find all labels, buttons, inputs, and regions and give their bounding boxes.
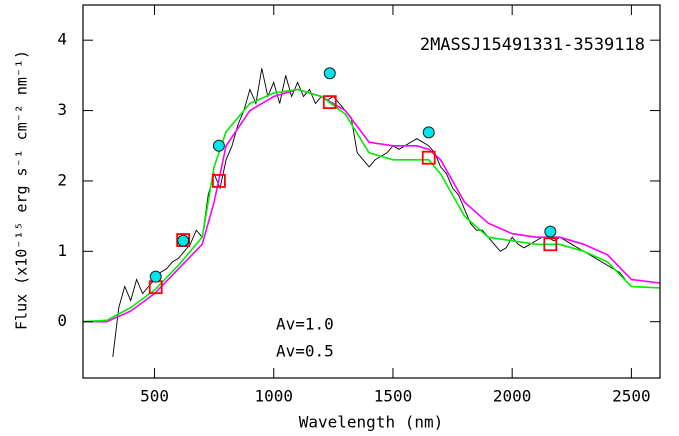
- y-tick-label: 0: [57, 311, 67, 330]
- axes-frame: [82, 4, 661, 379]
- photometry-point: [544, 225, 557, 238]
- photometry-point: [323, 67, 336, 80]
- spectrum-line: [83, 88, 660, 323]
- y-axis-label: Flux (x10⁻¹⁵ erg s⁻¹ cm⁻² nm⁻¹): [13, 50, 31, 330]
- spectrum-line: [83, 88, 660, 323]
- y-tick-label: 3: [57, 100, 67, 119]
- legend-label: Av=0.5: [276, 342, 334, 361]
- y-tick-label: 1: [57, 241, 67, 260]
- synthetic-photometry: [421, 150, 436, 165]
- photometry-point: [212, 139, 225, 152]
- synthetic-photometry: [543, 237, 558, 252]
- x-tick-label: 2000: [493, 387, 532, 406]
- x-tick-label: 500: [140, 387, 169, 406]
- synthetic-photometry: [322, 95, 337, 110]
- y-tick-label: 4: [57, 30, 67, 49]
- y-tick-label: 2: [57, 170, 67, 189]
- x-tick-label: 1500: [374, 387, 413, 406]
- spectrum-line: [112, 68, 626, 357]
- photometry-point: [149, 270, 162, 283]
- x-tick-label: 2500: [612, 387, 651, 406]
- photometry-point: [177, 234, 190, 247]
- x-axis-label: Wavelength (nm): [299, 413, 444, 432]
- photometry-point: [422, 126, 435, 139]
- plot-area: [83, 67, 660, 357]
- chart-title: 2MASSJ15491331-3539118: [420, 35, 645, 55]
- x-tick-label: 1000: [254, 387, 293, 406]
- legend-label: Av=1.0: [276, 315, 334, 334]
- synthetic-photometry: [212, 174, 226, 188]
